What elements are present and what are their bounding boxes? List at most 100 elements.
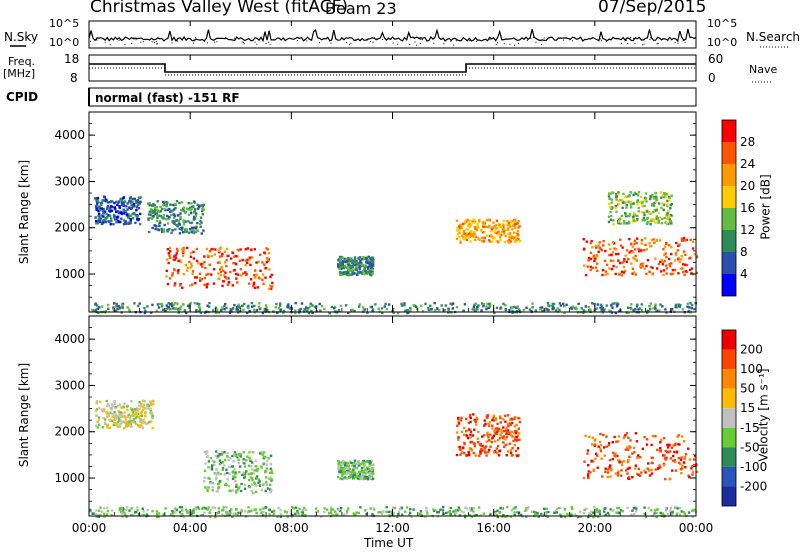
echo-cell <box>593 505 596 509</box>
echo-cell <box>115 210 118 214</box>
echo-cell <box>634 467 637 470</box>
echo-cell <box>101 199 104 202</box>
echo-cell <box>190 221 193 224</box>
echo-cell <box>173 216 176 220</box>
echo-cell <box>635 219 639 222</box>
echo-cell <box>171 272 174 275</box>
echo-cell <box>97 209 100 213</box>
echo-cell <box>677 272 680 275</box>
echo-cell <box>485 307 488 311</box>
echo-cell <box>309 302 312 305</box>
echo-cell <box>214 472 217 475</box>
echo-cell <box>445 511 448 515</box>
echo-cell <box>372 261 375 264</box>
echo-cell <box>408 511 412 515</box>
echo-cell <box>100 222 104 226</box>
echo-cell <box>187 202 190 205</box>
echo-cell <box>338 255 342 259</box>
echo-cell <box>365 476 369 479</box>
echo-cell <box>482 512 485 515</box>
echo-cell <box>664 252 667 255</box>
echo-cell <box>606 511 610 515</box>
echo-cell <box>482 302 486 306</box>
colorbar-segment <box>722 408 736 428</box>
echo-cell <box>138 222 142 226</box>
echo-cell <box>233 268 236 272</box>
echo-cell <box>235 489 238 492</box>
echo-cell <box>181 248 184 251</box>
echo-cell <box>371 468 375 472</box>
echo-cell <box>608 458 612 462</box>
echo-cell <box>95 222 98 225</box>
echo-cell <box>610 267 614 271</box>
echo-cell <box>218 473 221 476</box>
echo-cell <box>515 237 518 240</box>
echo-cell <box>266 459 269 463</box>
nsky-tick-top: 10^5 <box>49 17 80 30</box>
echo-cell <box>582 311 585 314</box>
echo-cell <box>648 242 651 245</box>
echo-cell <box>442 506 445 509</box>
echo-cell <box>539 306 542 309</box>
echo-cell <box>362 469 365 472</box>
echo-cell <box>252 285 255 288</box>
echo-cell <box>358 464 361 467</box>
echo-cell <box>347 476 351 480</box>
echo-cell <box>227 281 231 284</box>
echo-cell <box>483 225 486 228</box>
echo-cell <box>149 411 152 414</box>
echo-cell <box>652 218 655 222</box>
echo-cell <box>106 206 109 209</box>
echo-cell <box>633 239 636 243</box>
echo-cell <box>615 195 618 198</box>
colorbar-segment <box>722 349 736 370</box>
echo-cell <box>694 454 697 458</box>
echo-cell <box>217 272 220 275</box>
echo-cell <box>96 199 99 203</box>
echo-cell <box>206 508 209 511</box>
echo-cell <box>655 239 658 242</box>
echo-cell <box>654 307 657 310</box>
echo-cell <box>178 201 181 205</box>
echo-cell <box>340 267 343 270</box>
echo-cell <box>340 273 344 276</box>
echo-cell <box>659 303 662 306</box>
echo-cell <box>287 306 290 309</box>
echo-cell <box>340 506 343 510</box>
echo-cell <box>128 308 131 311</box>
echo-cell <box>630 242 633 245</box>
echo-cell <box>582 512 586 515</box>
echo-cell <box>239 274 243 277</box>
echo-cell <box>221 467 225 470</box>
echo-cell <box>551 308 554 311</box>
echo-cell <box>257 276 260 279</box>
echo-cell <box>343 463 347 467</box>
echo-cell <box>345 304 348 307</box>
echo-cell <box>203 511 206 514</box>
echo-cell <box>227 277 230 280</box>
echo-cell <box>471 507 474 510</box>
echo-cell <box>248 456 251 460</box>
echo-cell <box>397 510 401 514</box>
echo-cell <box>296 510 299 513</box>
echo-cell <box>178 506 182 509</box>
echo-cell <box>246 261 249 264</box>
echo-cell <box>250 248 253 251</box>
echo-cell <box>101 207 104 211</box>
echo-cell <box>469 220 473 223</box>
echo-cell <box>616 474 620 477</box>
echo-cell <box>608 267 611 270</box>
echo-cell <box>185 311 188 315</box>
echo-cell <box>483 448 487 451</box>
echo-cell <box>630 249 633 253</box>
echo-cell <box>589 268 592 272</box>
echo-cell <box>618 220 621 223</box>
echo-cell <box>621 201 625 204</box>
echo-cell <box>469 233 472 237</box>
echo-cell <box>181 254 185 258</box>
echo-cell <box>525 306 528 309</box>
echo-cell <box>515 239 518 242</box>
echo-cell <box>247 306 250 310</box>
echo-cell <box>621 510 624 513</box>
echo-cell <box>671 459 675 462</box>
